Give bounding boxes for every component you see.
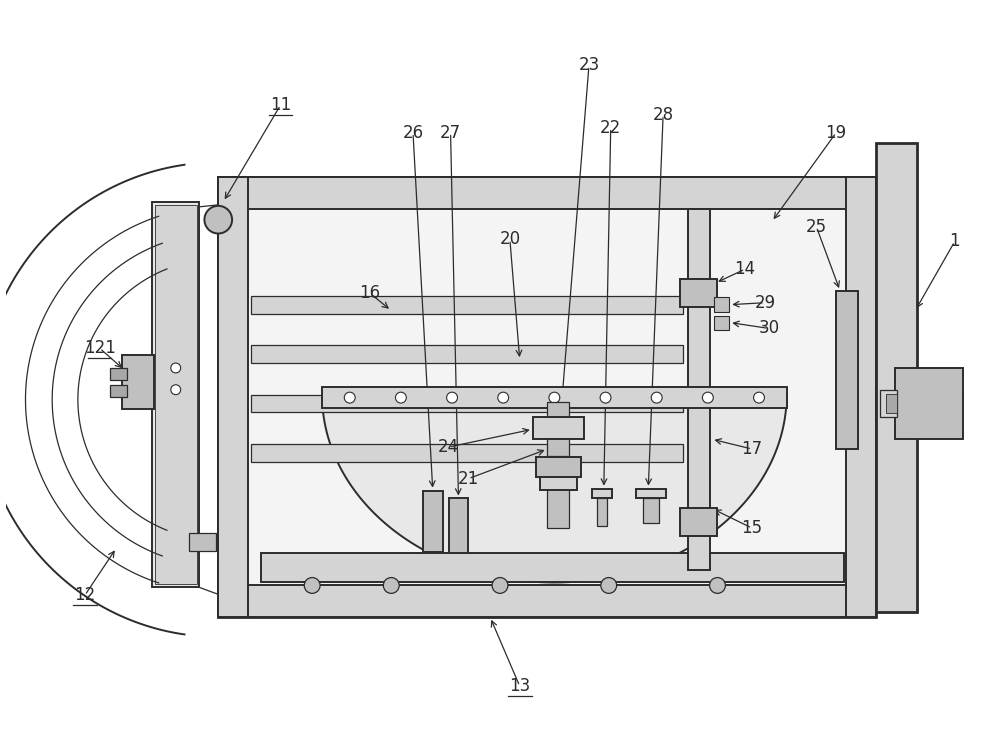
Bar (597, 499, 607, 526)
Bar (110, 368, 127, 380)
Bar (540, 476, 577, 490)
Circle shape (447, 392, 457, 403)
Bar (547, 402, 569, 456)
Bar (643, 499, 659, 523)
Bar (261, 553, 844, 583)
Bar (876, 142, 917, 612)
Bar (680, 508, 717, 536)
Text: 14: 14 (735, 260, 756, 278)
Circle shape (204, 206, 232, 234)
Text: 30: 30 (758, 320, 779, 337)
Bar (536, 457, 581, 477)
Text: 17: 17 (742, 440, 763, 458)
Bar (714, 297, 729, 312)
Circle shape (754, 392, 764, 403)
Circle shape (702, 392, 713, 403)
Bar (155, 205, 197, 585)
Bar (110, 385, 127, 396)
Bar (714, 315, 729, 331)
Bar (251, 296, 683, 314)
Polygon shape (322, 395, 787, 583)
Circle shape (492, 577, 508, 593)
Text: 11: 11 (270, 96, 291, 114)
Circle shape (171, 385, 181, 395)
Circle shape (498, 392, 509, 403)
Bar (547, 487, 569, 528)
Circle shape (601, 577, 617, 593)
Circle shape (651, 392, 662, 403)
Bar (895, 368, 963, 439)
Bar (680, 279, 717, 307)
Text: 15: 15 (742, 519, 763, 537)
Text: 26: 26 (402, 123, 424, 142)
Bar (886, 393, 897, 413)
Bar (636, 488, 666, 499)
Circle shape (383, 577, 399, 593)
Text: 16: 16 (359, 284, 380, 301)
Circle shape (710, 577, 725, 593)
Circle shape (171, 363, 181, 373)
Bar (218, 177, 248, 617)
Text: 29: 29 (754, 293, 776, 312)
Text: 22: 22 (600, 119, 621, 137)
Bar (251, 345, 683, 363)
Bar (218, 177, 876, 617)
Text: 13: 13 (509, 677, 530, 695)
Bar (251, 444, 683, 462)
Circle shape (304, 577, 320, 593)
Bar (322, 387, 787, 409)
Text: 27: 27 (440, 123, 461, 142)
Bar (189, 533, 216, 551)
Bar (218, 585, 876, 617)
Bar (152, 202, 199, 588)
Bar (423, 491, 443, 552)
Text: 21: 21 (458, 469, 479, 488)
Bar (251, 395, 683, 412)
Bar (688, 209, 710, 569)
Circle shape (344, 392, 355, 403)
Bar (122, 355, 154, 410)
Bar (218, 177, 876, 209)
Text: 1: 1 (949, 232, 960, 250)
Bar (836, 291, 858, 449)
Bar (449, 499, 468, 553)
Text: 19: 19 (826, 123, 847, 142)
Bar (533, 418, 584, 439)
Circle shape (600, 392, 611, 403)
Circle shape (549, 392, 560, 403)
Bar (846, 177, 876, 617)
Circle shape (395, 392, 406, 403)
Text: 20: 20 (499, 231, 520, 248)
Text: 23: 23 (578, 56, 600, 74)
Text: 12: 12 (74, 586, 95, 604)
Text: 28: 28 (653, 106, 674, 124)
Text: 25: 25 (806, 218, 827, 236)
Text: 24: 24 (438, 438, 459, 456)
Text: 18: 18 (944, 385, 965, 404)
Bar (592, 488, 612, 499)
Bar (880, 390, 897, 418)
Text: 121: 121 (84, 339, 116, 357)
